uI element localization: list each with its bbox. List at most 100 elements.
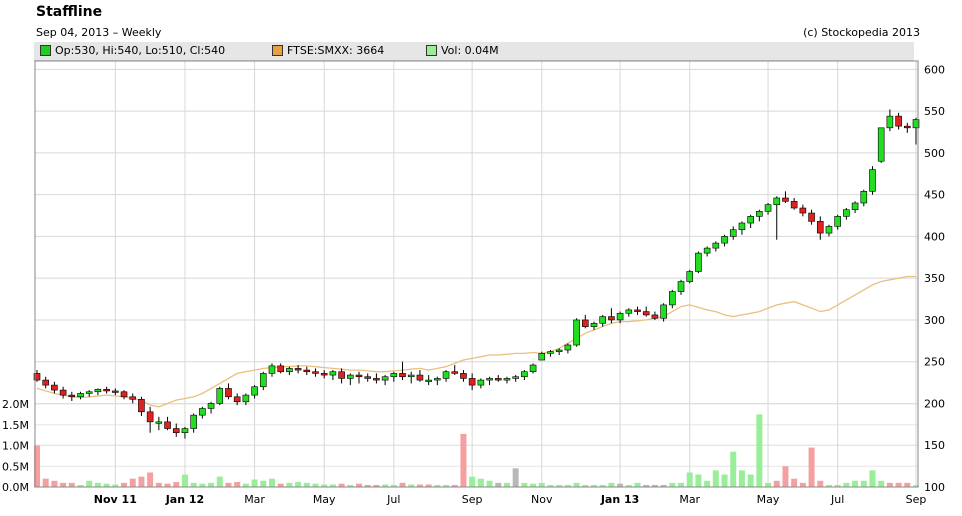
candle-body	[538, 353, 546, 361]
candle-body	[573, 319, 580, 346]
volume-bar	[329, 484, 336, 487]
volume-bar	[747, 474, 754, 487]
volume-bar	[268, 478, 275, 487]
candle-body	[564, 344, 572, 351]
volume-bar	[625, 484, 632, 487]
copyright-notice: (c) Stockopedia 2013	[803, 26, 920, 39]
volume-bar	[460, 433, 467, 487]
candle-body	[686, 271, 694, 282]
volume-bar	[904, 482, 911, 487]
legend-label-volume: Vol: 0.04M	[441, 44, 499, 57]
volume-bar	[608, 482, 615, 487]
volume-bar	[121, 482, 128, 487]
volume-bar	[295, 482, 302, 487]
candle-body	[477, 379, 485, 386]
candle-body	[381, 376, 389, 381]
candle-body	[642, 311, 650, 316]
candle-body	[268, 365, 276, 374]
volume-bar	[477, 478, 484, 487]
volume-bar	[686, 472, 693, 487]
volume-bar	[521, 482, 528, 487]
candle-body	[869, 169, 876, 192]
volume-bar	[843, 482, 850, 487]
price-tick-label: 400	[924, 230, 945, 243]
volume-bar	[486, 480, 493, 487]
candle-body	[616, 312, 624, 321]
volume-bar	[730, 451, 737, 487]
candle-body	[695, 252, 702, 272]
legend-item-ohlc: Op:530, Hi:540, Lo:510, Cl:540	[40, 44, 225, 57]
candle-body	[425, 379, 432, 382]
candle-body	[442, 371, 450, 379]
candle-body	[581, 319, 589, 327]
volume-bar	[42, 478, 49, 487]
volume-bar	[495, 482, 502, 487]
candle-body	[216, 388, 224, 404]
volume-bar	[312, 483, 319, 487]
volume-bar	[51, 480, 58, 487]
candle-body	[494, 378, 502, 381]
volume-bar	[756, 414, 763, 487]
candle-body	[512, 376, 519, 379]
legend-swatch-index	[272, 45, 283, 56]
candle-body	[651, 314, 659, 319]
volume-bar	[190, 482, 197, 487]
candle-body	[68, 394, 76, 398]
candle-body	[251, 386, 258, 396]
plot-area	[34, 60, 919, 488]
candle-body	[59, 389, 67, 396]
legend-label-ohlc: Op:530, Hi:540, Lo:510, Cl:540	[55, 44, 226, 57]
candle-body	[129, 396, 137, 400]
volume-bar	[530, 483, 537, 487]
candle-body	[164, 421, 171, 429]
price-tick-label: 450	[924, 189, 945, 202]
volume-bar	[886, 482, 893, 487]
candle-body	[277, 365, 284, 373]
volume-bar	[825, 484, 832, 487]
price-tick-label: 300	[924, 314, 945, 327]
candle-body	[660, 304, 667, 319]
candle-body	[625, 309, 633, 314]
volume-tick-label: 1.5M	[2, 419, 29, 432]
candle-body	[190, 414, 197, 429]
volume-tick-label: 2.0M	[2, 398, 29, 411]
candle-body	[120, 391, 128, 398]
candle-body	[521, 371, 528, 378]
volume-bar	[860, 480, 867, 487]
volume-bar	[582, 484, 589, 487]
volume-bar	[651, 484, 658, 487]
candle-body	[782, 197, 789, 202]
candle-body	[233, 396, 241, 403]
volume-bar	[216, 476, 223, 487]
volume-bar	[712, 470, 719, 487]
volume-bar	[869, 470, 876, 487]
time-tick-label: Sep	[906, 493, 927, 506]
candle-body	[529, 364, 537, 373]
volume-bar	[234, 482, 241, 487]
candle-body	[547, 351, 554, 354]
volume-bar	[147, 472, 154, 487]
volume-bar	[68, 482, 75, 487]
candle-body	[199, 408, 206, 416]
legend-swatch-volume	[426, 45, 437, 56]
candle-body	[860, 191, 868, 204]
candle-body	[207, 403, 215, 409]
volume-tick-label: 0.5M	[2, 460, 29, 473]
volume-bar	[791, 478, 798, 487]
volume-bar	[556, 484, 563, 487]
price-tick-label: 550	[924, 105, 945, 118]
candle-body	[181, 428, 189, 434]
volume-bar	[242, 483, 249, 487]
candle-body	[747, 216, 754, 224]
candle-body	[721, 236, 728, 244]
chart-subtitle: Sep 04, 2013 – Weekly	[36, 26, 162, 39]
candle-body	[634, 309, 641, 312]
volume-bar	[408, 484, 415, 487]
candle-body	[312, 371, 319, 374]
volume-bar	[77, 484, 84, 487]
volume-bar	[878, 480, 885, 487]
price-tick-label: 500	[924, 147, 945, 160]
volume-bar	[356, 483, 363, 487]
price-tick-label: 200	[924, 397, 945, 410]
